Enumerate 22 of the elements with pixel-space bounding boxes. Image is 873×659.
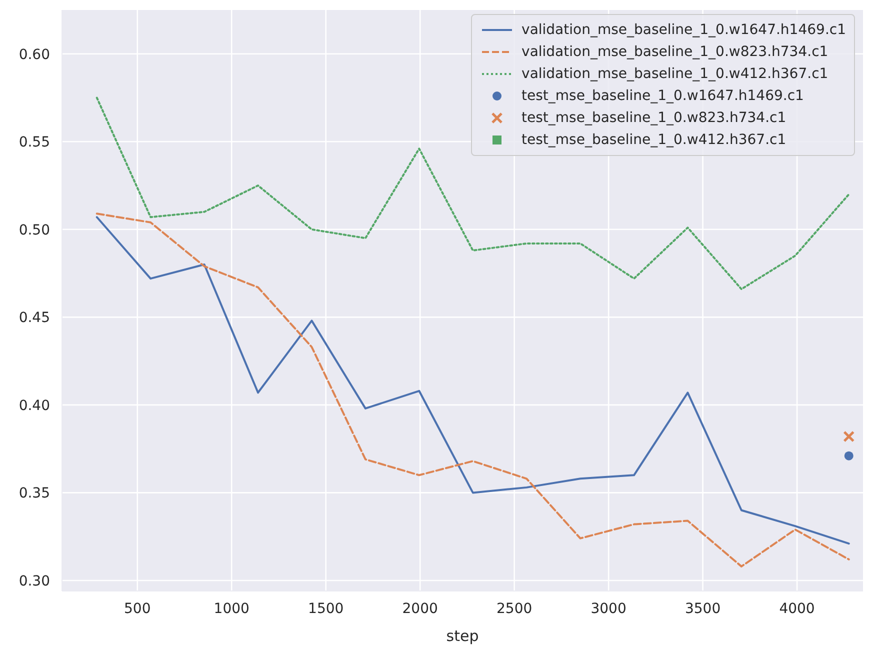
y-tick-label: 0.35 xyxy=(18,486,50,502)
y-tick-label: 0.60 xyxy=(18,46,50,63)
y-tick-label: 0.40 xyxy=(18,398,50,414)
y-tick-label: 0.45 xyxy=(18,310,50,326)
x-tick-label: 1000 xyxy=(214,600,250,617)
x-tick-label: 1500 xyxy=(308,600,344,617)
x-tick-label: 500 xyxy=(124,600,151,617)
x-tick-label: 3000 xyxy=(590,600,626,617)
y-tick-label: 0.30 xyxy=(18,573,50,590)
legend-label: test_mse_baseline_1_0.w1647.h1469.c1 xyxy=(522,88,804,104)
legend-label: validation_mse_baseline_1_0.w823.h734.c1 xyxy=(522,44,828,60)
legend-label: validation_mse_baseline_1_0.w412.h367.c1 xyxy=(522,66,828,82)
y-tick-label: 0.55 xyxy=(18,134,50,151)
legend-label: validation_mse_baseline_1_0.w1647.h1469.c1 xyxy=(522,22,846,38)
x-axis-title: step xyxy=(446,627,479,645)
x-tick-label: 4000 xyxy=(779,600,815,617)
legend-label: test_mse_baseline_1_0.w412.h367.c1 xyxy=(522,132,786,148)
x-tick-label: 2000 xyxy=(402,600,438,617)
legend-label: test_mse_baseline_1_0.w823.h734.c1 xyxy=(522,110,786,126)
x-tick-label: 3500 xyxy=(684,600,721,617)
y-tick-label: 0.50 xyxy=(18,222,50,238)
x-tick-label: 2500 xyxy=(496,600,532,617)
